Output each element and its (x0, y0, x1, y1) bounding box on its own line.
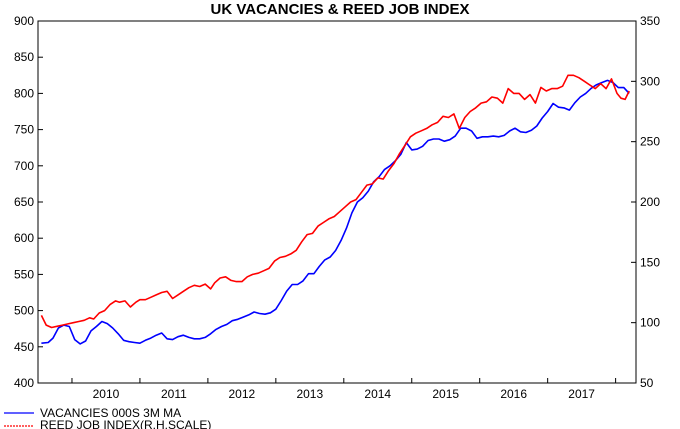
left-tick-label: 650 (14, 195, 34, 209)
x-axis: 2010 2011 2012 2013 2014 2015 2016 2017 (71, 378, 617, 401)
x-tick-label: 2016 (500, 387, 527, 401)
left-tick-label: 400 (14, 376, 34, 390)
x-tick-label: 2011 (161, 387, 187, 401)
left-tick-label: 600 (14, 231, 34, 245)
left-tick-label: 750 (14, 123, 34, 137)
right-tick-label: 250 (640, 135, 660, 149)
series-line-vacancies (41, 79, 630, 345)
chart-title: UK VACANCIES & REED JOB INDEX (211, 1, 470, 18)
x-tick-label: 2017 (568, 387, 595, 401)
left-tick-label: 850 (14, 50, 34, 64)
left-tick-label: 900 (14, 14, 34, 28)
left-axis: 400 450 500 550 600 650 700 750 800 850 900 (14, 14, 43, 390)
left-tick-label: 800 (14, 86, 34, 100)
right-tick-label: 200 (640, 195, 660, 209)
right-tick-label: 100 (640, 316, 660, 330)
legend-label-vacancies: VACANCIES 000S 3M MA (40, 406, 181, 420)
legend-label-reed: REED JOB INDEX(R.H.SCALE) (40, 418, 211, 429)
right-tick-label: 300 (640, 74, 660, 88)
series-layer (40, 74, 630, 345)
x-tick-label: 2015 (432, 387, 459, 401)
left-tick-label: 550 (14, 267, 34, 281)
left-tick-label: 450 (14, 340, 34, 354)
right-axis: 50 100 150 200 250 300 350 (631, 14, 660, 390)
right-tick-label: 150 (640, 255, 660, 269)
plot-frame (37, 20, 637, 384)
legend: VACANCIES 000S 3M MA REED JOB INDEX(R.H.… (4, 406, 211, 429)
x-tick-label: 2012 (229, 387, 256, 401)
x-tick-label: 2014 (364, 387, 391, 401)
left-tick-label: 500 (14, 304, 34, 318)
right-tick-label: 350 (640, 14, 660, 28)
x-tick-label: 2010 (93, 387, 120, 401)
right-tick-label: 50 (640, 376, 654, 390)
x-tick-label: 2013 (296, 387, 323, 401)
left-tick-label: 700 (14, 159, 34, 173)
series-line-reed-job-index (40, 74, 630, 329)
